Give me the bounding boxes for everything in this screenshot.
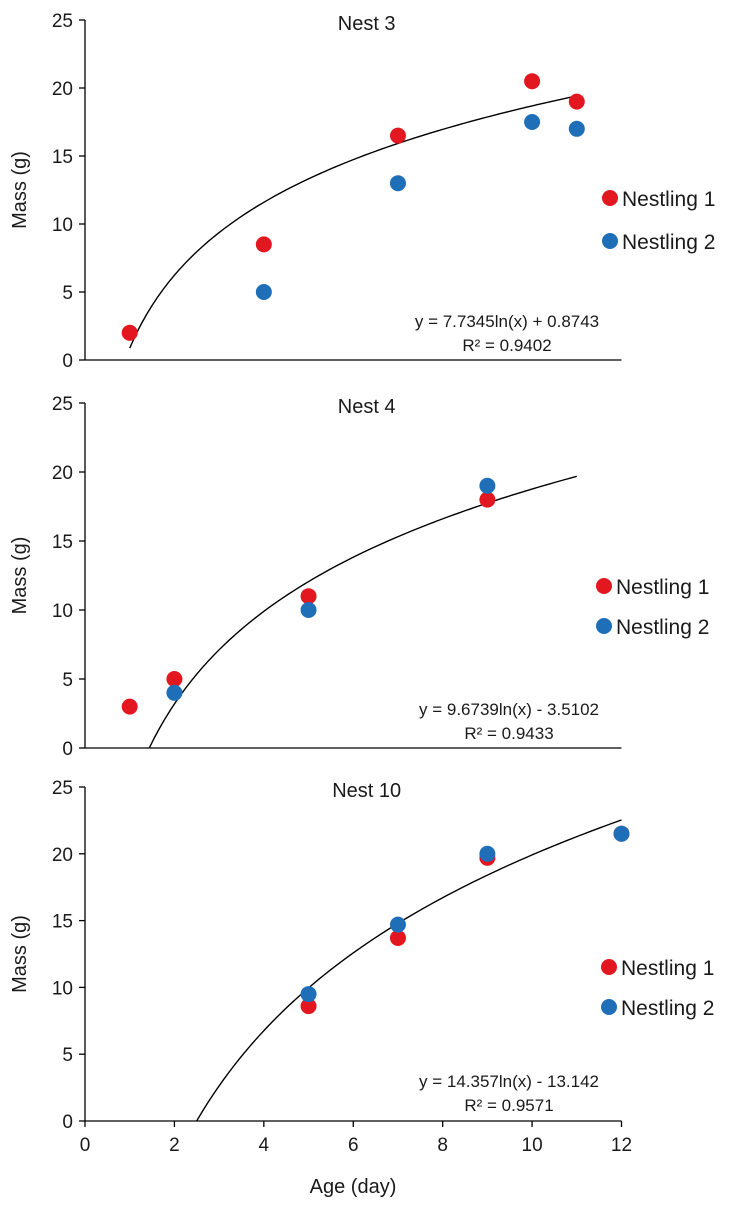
- x-tick-label: 12: [611, 1135, 632, 1156]
- r-squared: R² = 0.9402: [462, 336, 551, 355]
- point-nestling-2: [613, 825, 630, 842]
- x-tick-label: 10: [522, 1135, 543, 1156]
- point-nestling-2: [524, 114, 541, 130]
- y-tick-label: 0: [62, 739, 73, 760]
- y-tick-label: 20: [52, 79, 73, 100]
- r-squared: R² = 0.9433: [464, 724, 553, 743]
- y-tick-label: 5: [62, 283, 73, 304]
- legend-label: Nestling 2: [621, 997, 714, 1020]
- panel-3: 0 5 10 15 20 25 0 2 4 6 8 10 12 Mass (g) Nest 10 y = 14…: [9, 778, 714, 1156]
- y-tick-label: 5: [62, 670, 73, 691]
- point-nestling-2: [389, 175, 406, 192]
- point-nestling-1: [568, 93, 585, 110]
- x-tick-label: 2: [169, 1135, 180, 1156]
- r-squared: R² = 0.9571: [464, 1096, 553, 1115]
- panel-title: Nest 3: [338, 13, 396, 35]
- y-axis-label: Mass (g): [9, 151, 31, 229]
- point-nestling-1: [166, 671, 183, 687]
- point-nestling-2: [479, 845, 496, 862]
- point-nestling-2: [300, 986, 317, 1003]
- legend-marker: [602, 233, 618, 249]
- y-tick-label: 25: [52, 11, 73, 32]
- legend-marker: [601, 999, 617, 1015]
- legend: Nestling 1 Nestling 2: [596, 576, 709, 639]
- point-nestling-2: [166, 684, 183, 701]
- panel-title: Nest 10: [332, 780, 401, 802]
- point-nestling-2: [389, 916, 406, 933]
- point-nestling-1: [389, 127, 406, 144]
- point-nestling-1: [255, 236, 272, 253]
- trendline-equation: y = 9.6739ln(x) - 3.5102: [419, 700, 599, 719]
- x-tick-label: 8: [437, 1135, 448, 1156]
- trendline-equation: y = 7.7345ln(x) + 0.8743: [415, 312, 599, 331]
- point-nestling-1: [389, 929, 406, 946]
- legend-marker: [601, 959, 617, 975]
- y-tick-label: 15: [52, 912, 73, 933]
- legend-marker: [596, 618, 612, 634]
- y-tick-label: 25: [52, 394, 73, 415]
- legend-label: Nestling 1: [621, 957, 714, 980]
- point-nestling-1: [121, 698, 138, 715]
- legend-label: Nestling 1: [622, 188, 715, 211]
- y-tick-label: 0: [62, 351, 73, 372]
- x-axis-label: Age (day): [310, 1176, 397, 1198]
- y-tick-label: 5: [62, 1045, 73, 1066]
- point-nestling-1: [300, 588, 317, 605]
- panel-1: 0 5 10 15 20 25 Mass (g) Nest 3 y = 7.7345ln(x) …: [9, 11, 715, 372]
- point-nestling-2: [300, 602, 317, 618]
- y-tick-label: 15: [52, 147, 73, 168]
- y-tick-label: 15: [52, 532, 73, 553]
- point-nestling-2: [479, 477, 496, 494]
- trendline-equation: y = 14.357ln(x) - 13.142: [419, 1072, 599, 1091]
- x-tick-label: 0: [80, 1135, 91, 1156]
- panel-title: Nest 4: [338, 396, 396, 418]
- legend-label: Nestling 1: [616, 576, 709, 599]
- y-tick-label: 10: [52, 215, 73, 236]
- y-tick-label: 25: [52, 778, 73, 799]
- point-nestling-1: [121, 324, 138, 341]
- trendline: [148, 475, 577, 749]
- x-tick-label: 4: [259, 1135, 270, 1156]
- legend-marker: [596, 578, 612, 594]
- y-tick-label: 10: [52, 978, 73, 999]
- legend: Nestling 1 Nestling 2: [602, 188, 715, 254]
- legend-label: Nestling 2: [616, 616, 709, 639]
- y-axis-label: Mass (g): [9, 915, 31, 993]
- trendline: [196, 819, 622, 1122]
- y-tick-label: 10: [52, 601, 73, 622]
- x-tick-label: 6: [348, 1135, 359, 1156]
- point-nestling-1: [479, 491, 496, 508]
- panel-2: 0 5 10 15 20 25 Mass (g) Nest 4 y = 9.6739ln(x) …: [9, 394, 709, 760]
- point-nestling-1: [300, 998, 317, 1015]
- y-tick-label: 20: [52, 845, 73, 866]
- point-nestling-2: [568, 120, 585, 137]
- point-nestling-2: [255, 284, 272, 300]
- y-tick-label: 0: [62, 1112, 73, 1133]
- y-tick-label: 20: [52, 463, 73, 484]
- legend-marker: [602, 190, 618, 206]
- y-axis-label: Mass (g): [9, 537, 31, 615]
- legend-label: Nestling 2: [622, 231, 715, 254]
- legend: Nestling 1 Nestling 2: [601, 957, 714, 1020]
- point-nestling-1: [524, 73, 541, 90]
- trendline: [129, 95, 577, 349]
